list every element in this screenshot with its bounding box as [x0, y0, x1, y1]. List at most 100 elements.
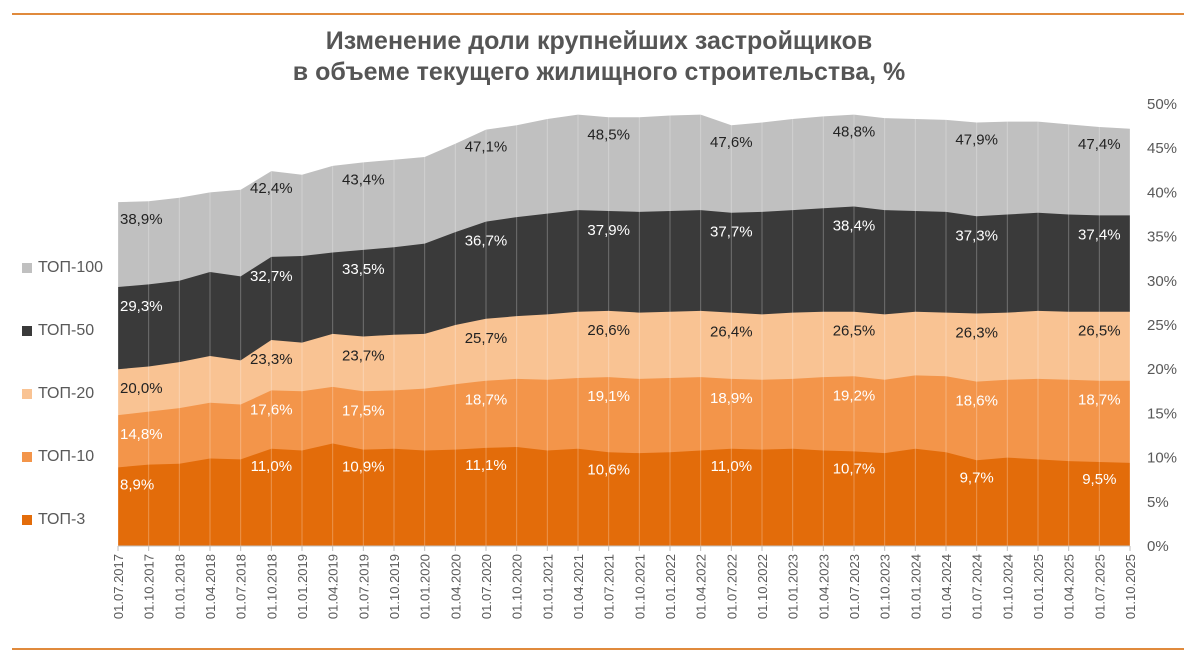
- legend-item-топ-10: ТОП-10: [22, 448, 94, 466]
- x-tick-label: 01.07.2024: [970, 554, 985, 619]
- x-tick-label: 01.01.2021: [540, 554, 555, 619]
- data-label-топ-3: 11,1%: [465, 457, 506, 474]
- data-label-топ-10: 18,6%: [955, 393, 998, 410]
- x-axis: 01.07.2017 01.10.2017 01.01.2018 01.04.2018…: [111, 545, 1138, 619]
- x-tick-label: 01.10.2024: [1000, 554, 1015, 619]
- data-label-топ-3: 10,9%: [342, 459, 385, 476]
- x-tick-label: 01.07.2021: [602, 554, 617, 619]
- x-tick-label: 01.01.2023: [786, 554, 801, 619]
- data-label-топ-100: 47,6%: [710, 134, 753, 151]
- y-tick-label: 40%: [1147, 184, 1177, 201]
- x-tick-label: 01.10.2018: [264, 554, 279, 619]
- data-label-топ-20: 20,0%: [120, 380, 163, 397]
- data-label-топ-50: 29,3%: [120, 298, 163, 315]
- data-label-топ-20: 26,3%: [955, 325, 998, 342]
- data-label-топ-20: 23,7%: [342, 347, 385, 364]
- data-label-топ-20: 25,7%: [465, 330, 508, 347]
- x-tick-label: 01.04.2023: [816, 554, 831, 619]
- data-label-топ-20: 26,4%: [710, 324, 753, 341]
- data-label-топ-10: 14,8%: [120, 426, 163, 443]
- legend-label: ТОП-10: [38, 448, 95, 465]
- x-tick-label: 01.07.2020: [479, 554, 494, 619]
- x-tick-label: 01.10.2025: [1123, 554, 1138, 619]
- legend-swatch: [22, 452, 32, 462]
- x-tick-label: 01.01.2025: [1031, 554, 1046, 619]
- data-label-топ-10: 18,9%: [710, 390, 753, 407]
- y-tick-label: 35%: [1147, 229, 1177, 246]
- x-tick-label: 01.04.2024: [939, 554, 954, 619]
- data-label-топ-3: 10,6%: [587, 461, 630, 478]
- data-label-топ-100: 47,4%: [1078, 136, 1121, 153]
- data-label-топ-3: 10,7%: [833, 460, 876, 477]
- x-tick-label: 01.01.2018: [172, 554, 187, 619]
- data-labels: 8,9% 11,0% 10,9% 11,1% 10,6% 11,0% 10,7% 9,7% 9,…: [120, 124, 1121, 494]
- x-tick-label: 01.01.2019: [295, 554, 310, 619]
- legend-swatch: [22, 326, 32, 336]
- data-label-топ-3: 11,0%: [711, 458, 752, 475]
- top-rule: [12, 13, 1184, 15]
- x-tick-label: 01.07.2023: [847, 554, 862, 619]
- y-tick-label: 50%: [1147, 96, 1177, 113]
- chart-title-line2: в объеме текущего жилищного строительств…: [292, 58, 906, 86]
- data-label-топ-50: 38,4%: [833, 218, 876, 235]
- data-label-топ-100: 47,9%: [955, 132, 998, 149]
- legend-item-топ-20: ТОП-20: [22, 385, 94, 403]
- data-label-топ-10: 17,5%: [342, 402, 385, 419]
- data-label-топ-20: 26,6%: [587, 322, 630, 339]
- x-tick-label: 01.07.2018: [234, 554, 249, 619]
- x-tick-label: 01.01.2024: [908, 554, 923, 619]
- y-tick-label: 15%: [1147, 405, 1177, 422]
- data-label-топ-100: 48,8%: [833, 124, 876, 141]
- data-label-топ-3: 11,0%: [251, 458, 292, 475]
- y-tick-label: 30%: [1147, 273, 1177, 290]
- data-label-топ-100: 47,1%: [465, 139, 508, 156]
- x-tick-label: 01.04.2020: [448, 554, 463, 619]
- data-label-топ-50: 37,7%: [710, 224, 753, 241]
- data-label-топ-50: 33,5%: [342, 261, 385, 278]
- legend-label: ТОП-100: [38, 259, 104, 276]
- area-топ-3: [118, 443, 1130, 546]
- area-series-group: [118, 114, 1130, 547]
- x-tick-label: 01.07.2017: [111, 554, 126, 619]
- legend-swatch: [22, 263, 32, 273]
- legend-item-топ-3: ТОП-3: [22, 511, 85, 529]
- legend-swatch: [22, 515, 32, 525]
- y-tick-label: 45%: [1147, 140, 1177, 157]
- data-label-топ-50: 36,7%: [465, 233, 508, 250]
- data-label-топ-10: 19,2%: [833, 387, 876, 404]
- data-label-топ-3: 8,9%: [120, 476, 154, 493]
- chart-title-line1: Изменение доли крупнейших застройщиков: [325, 27, 873, 55]
- data-label-топ-3: 9,7%: [960, 469, 994, 486]
- x-tick-label: 01.10.2019: [387, 554, 402, 619]
- data-label-топ-10: 19,1%: [587, 388, 630, 405]
- chart-title: Изменение доли крупнейших застройщиков в…: [0, 26, 1198, 88]
- data-label-топ-50: 37,9%: [587, 222, 630, 239]
- data-label-топ-10: 18,7%: [1078, 392, 1121, 409]
- x-tick-label: 01.04.2018: [203, 554, 218, 619]
- y-axis: 0% 5% 10% 15% 20% 25% 30% 35% 40% 45% 50%: [1147, 96, 1177, 555]
- data-label-топ-10: 17,6%: [250, 401, 293, 418]
- legend-swatch: [22, 389, 32, 399]
- data-label-топ-100: 42,4%: [250, 180, 293, 197]
- x-tick-label: 01.04.2025: [1062, 554, 1077, 619]
- legend-item-топ-100: ТОП-100: [22, 259, 103, 277]
- x-tick-label: 01.01.2020: [418, 554, 433, 619]
- x-tick-label: 01.10.2022: [755, 554, 770, 619]
- data-label-топ-100: 38,9%: [120, 211, 163, 228]
- data-label-топ-50: 37,4%: [1078, 226, 1121, 243]
- legend-label: ТОП-50: [38, 322, 95, 339]
- x-tick-label: 01.07.2022: [724, 554, 739, 619]
- data-label-топ-50: 32,7%: [250, 268, 293, 285]
- legend-item-топ-50: ТОП-50: [22, 322, 94, 340]
- x-tick-label: 01.04.2019: [326, 554, 341, 619]
- x-tick-label: 01.01.2022: [663, 554, 678, 619]
- data-label-топ-20: 23,3%: [250, 351, 293, 368]
- data-label-топ-50: 37,3%: [955, 227, 998, 244]
- y-tick-label: 20%: [1147, 361, 1177, 378]
- data-label-топ-3: 9,5%: [1082, 471, 1116, 488]
- y-tick-label: 25%: [1147, 317, 1177, 334]
- legend-label: ТОП-20: [38, 385, 95, 402]
- x-tick-label: 01.10.2023: [878, 554, 893, 619]
- data-label-топ-100: 43,4%: [342, 171, 385, 188]
